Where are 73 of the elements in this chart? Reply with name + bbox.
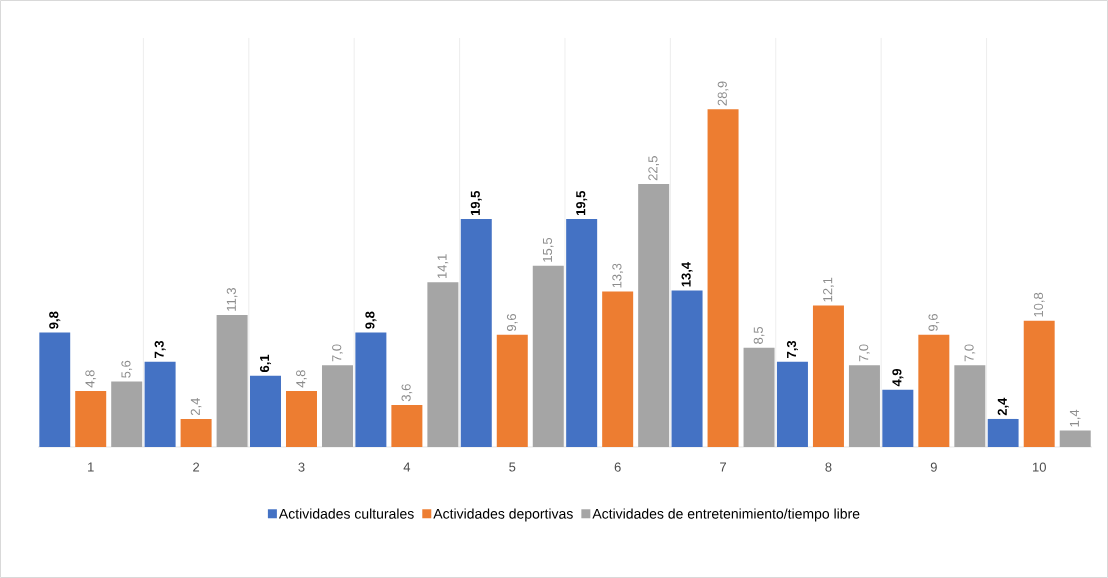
- bar: [671, 290, 703, 447]
- data-label: 9,6: [506, 314, 518, 331]
- data-label: 4,8: [85, 370, 97, 388]
- data-label: 13,3: [612, 263, 624, 288]
- bar: [532, 265, 564, 447]
- data-label: 8,5: [753, 326, 765, 344]
- data-label: 6,1: [259, 354, 272, 373]
- x-tick-label: 3: [298, 462, 305, 472]
- data-label: 13,4: [681, 261, 693, 287]
- bar: [1023, 320, 1055, 447]
- bar: [75, 390, 107, 447]
- x-tick-label: 9: [930, 462, 937, 472]
- data-label: 7,3: [154, 340, 166, 358]
- data-label: 4,8: [296, 370, 307, 388]
- bar: [638, 184, 670, 447]
- data-label: 15,5: [542, 237, 554, 262]
- bar: [776, 361, 808, 447]
- bar: [812, 305, 844, 447]
- bar: [427, 282, 459, 447]
- data-label: 9,6: [928, 314, 940, 331]
- bar: [391, 404, 423, 447]
- data-label: 7,0: [964, 344, 976, 362]
- bar: [848, 365, 880, 447]
- bar: [496, 334, 528, 447]
- bar: [987, 418, 1019, 447]
- bar: [566, 219, 598, 447]
- data-label: 12,1: [823, 277, 834, 302]
- x-tick-label: 5: [509, 462, 516, 472]
- data-label: 1,4: [1069, 409, 1081, 427]
- bar: [355, 332, 387, 447]
- bar: [144, 361, 176, 447]
- data-label: 7,0: [332, 344, 343, 362]
- bar: [707, 109, 739, 447]
- data-label: 3,6: [401, 384, 413, 402]
- legend-label: Actividades deportivas: [433, 508, 573, 522]
- data-label: 7,3: [786, 340, 798, 358]
- data-label: 7,0: [859, 344, 870, 362]
- data-label: 4,9: [892, 368, 904, 387]
- data-label: 19,5: [576, 190, 588, 216]
- data-label: 2,4: [997, 397, 1009, 416]
- bar: [1059, 430, 1091, 447]
- bar: [216, 314, 248, 447]
- data-label: 9,8: [365, 311, 377, 329]
- data-label: 5,6: [121, 360, 133, 378]
- x-tick-label: 7: [720, 462, 727, 472]
- bar: [460, 219, 492, 447]
- x-tick-label: 8: [825, 462, 832, 472]
- data-label: 10,8: [1033, 292, 1045, 317]
- x-tick-label: 2: [193, 462, 200, 472]
- legend-label: Actividades de entretenimiento/tiempo libre: [592, 508, 860, 522]
- x-tick-label: 1: [88, 462, 94, 472]
- data-label: 11,3: [226, 287, 238, 311]
- data-label: 9,8: [49, 311, 61, 329]
- bar: [249, 375, 281, 447]
- data-label: 2,4: [190, 398, 202, 416]
- bar: [602, 291, 634, 447]
- x-tick-label: 10: [1032, 462, 1046, 472]
- x-tick-label: 6: [614, 462, 621, 472]
- bar: [743, 347, 775, 447]
- bar: [111, 381, 143, 447]
- bar: [321, 365, 353, 447]
- legend-label: Actividades culturales: [278, 508, 414, 519]
- bar: [285, 390, 317, 447]
- data-label: 19,5: [470, 190, 482, 216]
- bar: [954, 365, 986, 447]
- bar: [918, 334, 950, 447]
- data-label: 14,1: [437, 254, 449, 279]
- bar: [180, 418, 212, 447]
- bar: [882, 389, 914, 447]
- data-label: 22,5: [648, 156, 660, 181]
- x-tick-label: 4: [403, 462, 411, 472]
- data-label: 28,9: [717, 81, 729, 106]
- bar: [39, 332, 71, 447]
